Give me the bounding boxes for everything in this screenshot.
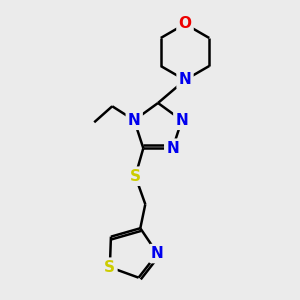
Text: S: S	[104, 260, 116, 275]
Text: N: N	[128, 113, 141, 128]
Text: N: N	[166, 141, 179, 156]
Text: S: S	[130, 169, 141, 184]
Text: N: N	[176, 113, 188, 128]
Text: N: N	[151, 246, 164, 261]
Text: N: N	[178, 73, 191, 88]
Text: O: O	[178, 16, 191, 32]
